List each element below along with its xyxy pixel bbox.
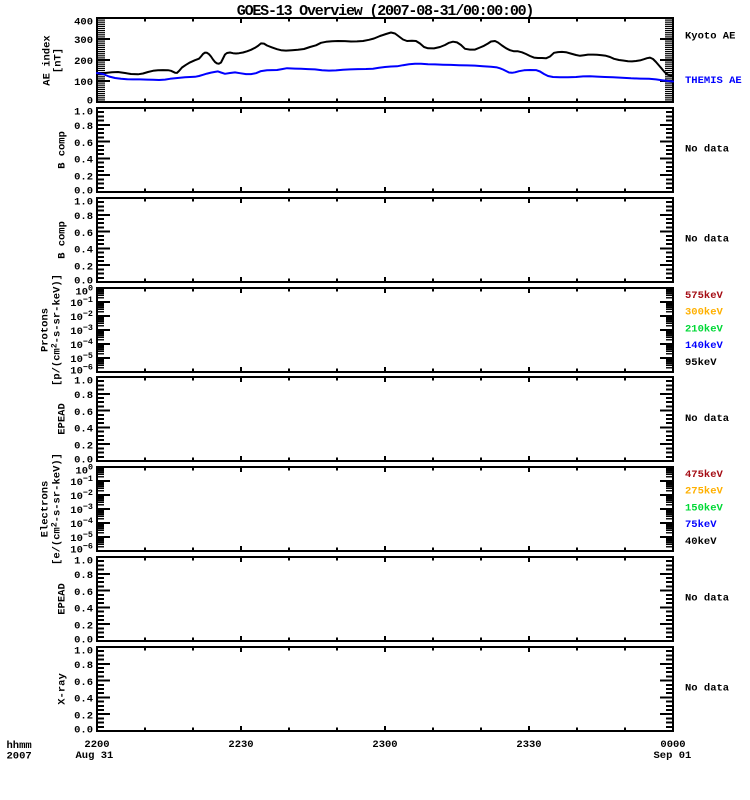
svg-text:0.6: 0.6 [74,587,93,599]
svg-text:EPEAD: EPEAD [57,403,69,435]
svg-text:0.0: 0.0 [74,635,93,647]
svg-text:0.2: 0.2 [74,171,93,183]
svg-text:0.0: 0.0 [74,186,93,198]
svg-text:100: 100 [74,77,93,89]
svg-text:0.4: 0.4 [74,424,93,436]
svg-text:300keV: 300keV [685,307,724,319]
svg-text:No data: No data [685,233,730,245]
svg-text:AE index: AE index [42,35,54,86]
svg-text:1.0: 1.0 [74,376,93,388]
svg-text:0.8: 0.8 [74,570,93,582]
svg-text:475keV: 475keV [685,469,724,481]
svg-text:575keV: 575keV [685,290,724,302]
svg-text:No data: No data [685,683,730,695]
svg-text:No data: No data [685,593,730,605]
svg-text:140keV: 140keV [685,340,724,352]
svg-text:150keV: 150keV [685,502,724,514]
svg-text:0.6: 0.6 [74,677,93,689]
svg-text:0.0: 0.0 [74,455,93,467]
svg-text:[nT]: [nT] [53,48,65,73]
svg-text:0.2: 0.2 [74,261,93,273]
svg-text:0.8: 0.8 [74,390,93,402]
svg-text:75keV: 75keV [685,519,717,531]
svg-text:B comp: B comp [57,131,69,169]
svg-text:Electrons: Electrons [40,481,52,538]
svg-text:0.6: 0.6 [74,407,93,419]
svg-text:40keV: 40keV [685,536,717,548]
svg-text:2300: 2300 [372,739,397,751]
svg-text:B comp: B comp [57,221,69,259]
svg-text:2330: 2330 [516,739,541,751]
svg-text:0.4: 0.4 [74,245,93,257]
svg-text:0.2: 0.2 [74,620,93,632]
svg-text:1.0: 1.0 [74,107,93,119]
svg-text:95keV: 95keV [685,357,717,369]
svg-text:0.8: 0.8 [74,660,93,672]
svg-text:0.4: 0.4 [74,694,93,706]
svg-text:EPEAD: EPEAD [57,583,69,615]
svg-text:300: 300 [74,35,93,47]
svg-text:0.4: 0.4 [74,604,93,616]
svg-text:2200: 2200 [84,739,109,751]
svg-text:0.8: 0.8 [74,121,93,133]
svg-text:0.4: 0.4 [74,155,93,167]
svg-text:1.0: 1.0 [74,197,93,209]
svg-text:Aug 31: Aug 31 [76,750,114,762]
svg-text:0.2: 0.2 [74,440,93,452]
svg-text:0.8: 0.8 [74,211,93,223]
svg-text:275keV: 275keV [685,486,724,498]
svg-text:0.6: 0.6 [74,228,93,240]
svg-text:[e/(cm2-s-sr-keV)]: [e/(cm2-s-sr-keV)] [51,453,64,565]
svg-text:No data: No data [685,413,730,425]
svg-text:2007: 2007 [7,751,32,763]
svg-text:200: 200 [74,56,93,68]
svg-text:2230: 2230 [228,739,253,751]
svg-text:0000: 0000 [660,739,685,751]
svg-text:1.0: 1.0 [74,556,93,568]
svg-text:No data: No data [685,144,730,156]
svg-text:Kyoto AE: Kyoto AE [685,31,735,43]
svg-text:Sep 01: Sep 01 [654,750,692,762]
svg-text:GOES-13 Overview (2007-08-31/0: GOES-13 Overview (2007-08-31/00:00:00) [237,3,533,20]
svg-text:Protons: Protons [40,308,52,352]
svg-text:210keV: 210keV [685,323,724,335]
svg-text:0.2: 0.2 [74,710,93,722]
svg-text:[p/(cm2-s-sr-keV)]: [p/(cm2-s-sr-keV)] [51,274,64,386]
svg-text:0: 0 [87,96,93,108]
svg-text:hhmm: hhmm [7,740,32,752]
svg-text:400: 400 [74,17,93,29]
svg-text:THEMIS AE: THEMIS AE [685,75,742,87]
svg-text:0.0: 0.0 [74,725,93,737]
svg-text:X-ray: X-ray [57,673,69,705]
svg-text:0.0: 0.0 [74,276,93,288]
svg-text:0.6: 0.6 [74,138,93,150]
svg-text:1.0: 1.0 [74,646,93,658]
